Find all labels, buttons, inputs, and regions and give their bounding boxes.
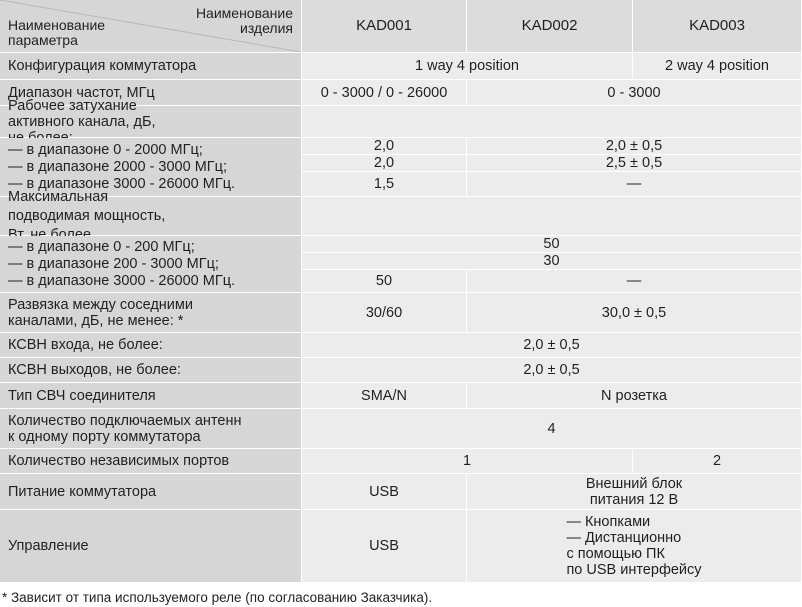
freq-value-kad001: 0 - 3000 / 0 - 26000 (302, 80, 466, 105)
freq-value-kad002-003: 0 - 3000 (467, 80, 801, 105)
spec-table: Наименование изделия Наименование параме… (0, 0, 802, 582)
power-value-kad002-003: — (467, 270, 801, 292)
attenuation-kad001: 2,0 (302, 138, 466, 154)
power-range-label: — в диапазоне 3000 - 26000 МГц. (8, 272, 236, 289)
supply-label: Питание коммутатора (0, 474, 301, 509)
model-header-kad003: KAD003 (633, 0, 801, 52)
vswr-in-label: КСВН входа, не более: (0, 333, 301, 357)
config-label: Конфигурация коммутатора (0, 53, 301, 79)
control-option: — Кнопками (566, 514, 651, 530)
attenuation-range-label: — в диапазоне 0 - 2000 МГц; (8, 141, 203, 158)
diagonal-divider (0, 0, 301, 52)
isolation-kad002-003: 30,0 ± 0,5 (467, 293, 801, 332)
power-max-blank (302, 197, 801, 235)
parameter-name-header: Наименование параметра (8, 17, 106, 48)
product-name-header: Наименование изделия (195, 5, 293, 36)
supply-kad001: USB (302, 474, 466, 509)
footnote: * Зависит от типа используемого реле (по… (2, 590, 433, 605)
power-value-all: 50 (302, 236, 801, 252)
attenuation-kad001: 2,0 (302, 155, 466, 171)
connector-kad002-003: N розетка (467, 383, 801, 408)
isolation-label: Развязка между соседними каналами, дБ, н… (0, 293, 301, 332)
power-range-label: — в диапазоне 200 - 3000 МГц; (8, 255, 219, 272)
attenuation-range-label: — в диапазоне 2000 - 3000 МГц; (8, 158, 227, 175)
attenuation-kad001: 1,5 (302, 172, 466, 196)
ports-kad001-002: 1 (302, 449, 632, 473)
attenuation-label: Рабочее затухание активного канала, дБ, … (0, 98, 301, 146)
isolation-kad001: 30/60 (302, 293, 466, 332)
connector-label: Тип СВЧ соединителя (0, 383, 301, 408)
power-max-label: Максимальная подводимая мощность, Вт, не… (0, 189, 301, 243)
ports-label: Количество независимых портов (0, 449, 301, 473)
attenuation-blank (302, 106, 801, 137)
control-kad002-003: — Кнопками — Дистанционно с помощью ПК п… (467, 510, 801, 582)
model-header-kad001: KAD001 (302, 0, 466, 52)
attenuation-kad002-003: — (467, 172, 801, 196)
attenuation-range-labels: — в диапазоне 0 - 2000 МГц; — в диапазон… (0, 138, 301, 196)
vswr-out-label: КСВН выходов, не более: (0, 358, 301, 382)
control-option: по USB интерфейсу (566, 562, 702, 578)
power-value-kad001: 50 (302, 270, 466, 292)
control-label: Управление (0, 510, 301, 582)
ports-kad003: 2 (633, 449, 801, 473)
control-option: с помощью ПК (566, 546, 665, 562)
config-value-kad003: 2 way 4 position (633, 53, 801, 79)
attenuation-kad002-003: 2,5 ± 0,5 (467, 155, 801, 171)
corner-header-cell: Наименование изделия Наименование параме… (0, 0, 301, 52)
vswr-out-value: 2,0 ± 0,5 (302, 358, 801, 382)
antennas-value: 4 (302, 409, 801, 448)
attenuation-kad002-003: 2,0 ± 0,5 (467, 138, 801, 154)
power-range-label: — в диапазоне 0 - 200 МГц; (8, 238, 195, 255)
vswr-in-value: 2,0 ± 0,5 (302, 333, 801, 357)
power-range-labels: — в диапазоне 0 - 200 МГц; — в диапазоне… (0, 236, 301, 292)
control-kad001: USB (302, 510, 466, 582)
supply-kad002-003: Внешний блок питания 12 В (467, 474, 801, 509)
model-header-kad002: KAD002 (467, 0, 632, 52)
freq-label: Диапазон частот, МГц (0, 80, 301, 105)
config-value-kad001-002: 1 way 4 position (302, 53, 632, 79)
power-value-all: 30 (302, 253, 801, 269)
attenuation-range-label: — в диапазоне 3000 - 26000 МГц. (8, 175, 236, 192)
control-option: — Дистанционно (566, 530, 682, 546)
connector-kad001: SMA/N (302, 383, 466, 408)
antennas-label: Количество подключаемых антенн к одному … (0, 409, 301, 448)
